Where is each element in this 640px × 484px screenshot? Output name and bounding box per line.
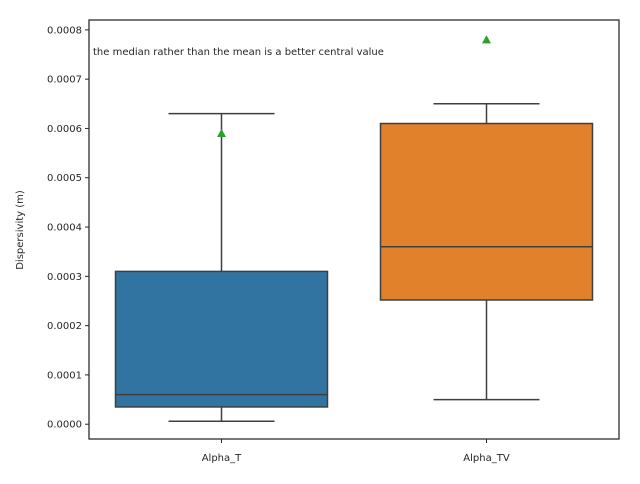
x-tick-label: Alpha_TV: [463, 453, 510, 464]
y-tick-label: 0.0006: [47, 124, 82, 135]
mean-marker: [482, 35, 491, 44]
box-group-alpha-t: [114, 112, 329, 423]
mean-marker: [217, 128, 226, 137]
y-tick-label: 0.0003: [47, 272, 82, 283]
iqr-box: [114, 270, 329, 408]
y-tick-label: 0.0008: [47, 25, 82, 36]
y-tick-label: 0.0000: [47, 420, 82, 431]
iqr-box: [379, 122, 594, 301]
y-tick-label: 0.0002: [47, 321, 82, 332]
y-tick-label: 0.0005: [47, 173, 82, 184]
y-tick-label: 0.0004: [47, 223, 82, 234]
y-axis-label: Dispersivity (m): [15, 190, 26, 270]
x-tick-label: Alpha_T: [202, 453, 242, 464]
axes-frame: [88, 19, 620, 440]
y-tick-label: 0.0001: [47, 370, 82, 381]
box-group-alpha-tv: [379, 35, 594, 401]
chart-annotation: the median rather than the mean is a bet…: [93, 47, 384, 58]
y-tick-label: 0.0007: [47, 75, 82, 86]
